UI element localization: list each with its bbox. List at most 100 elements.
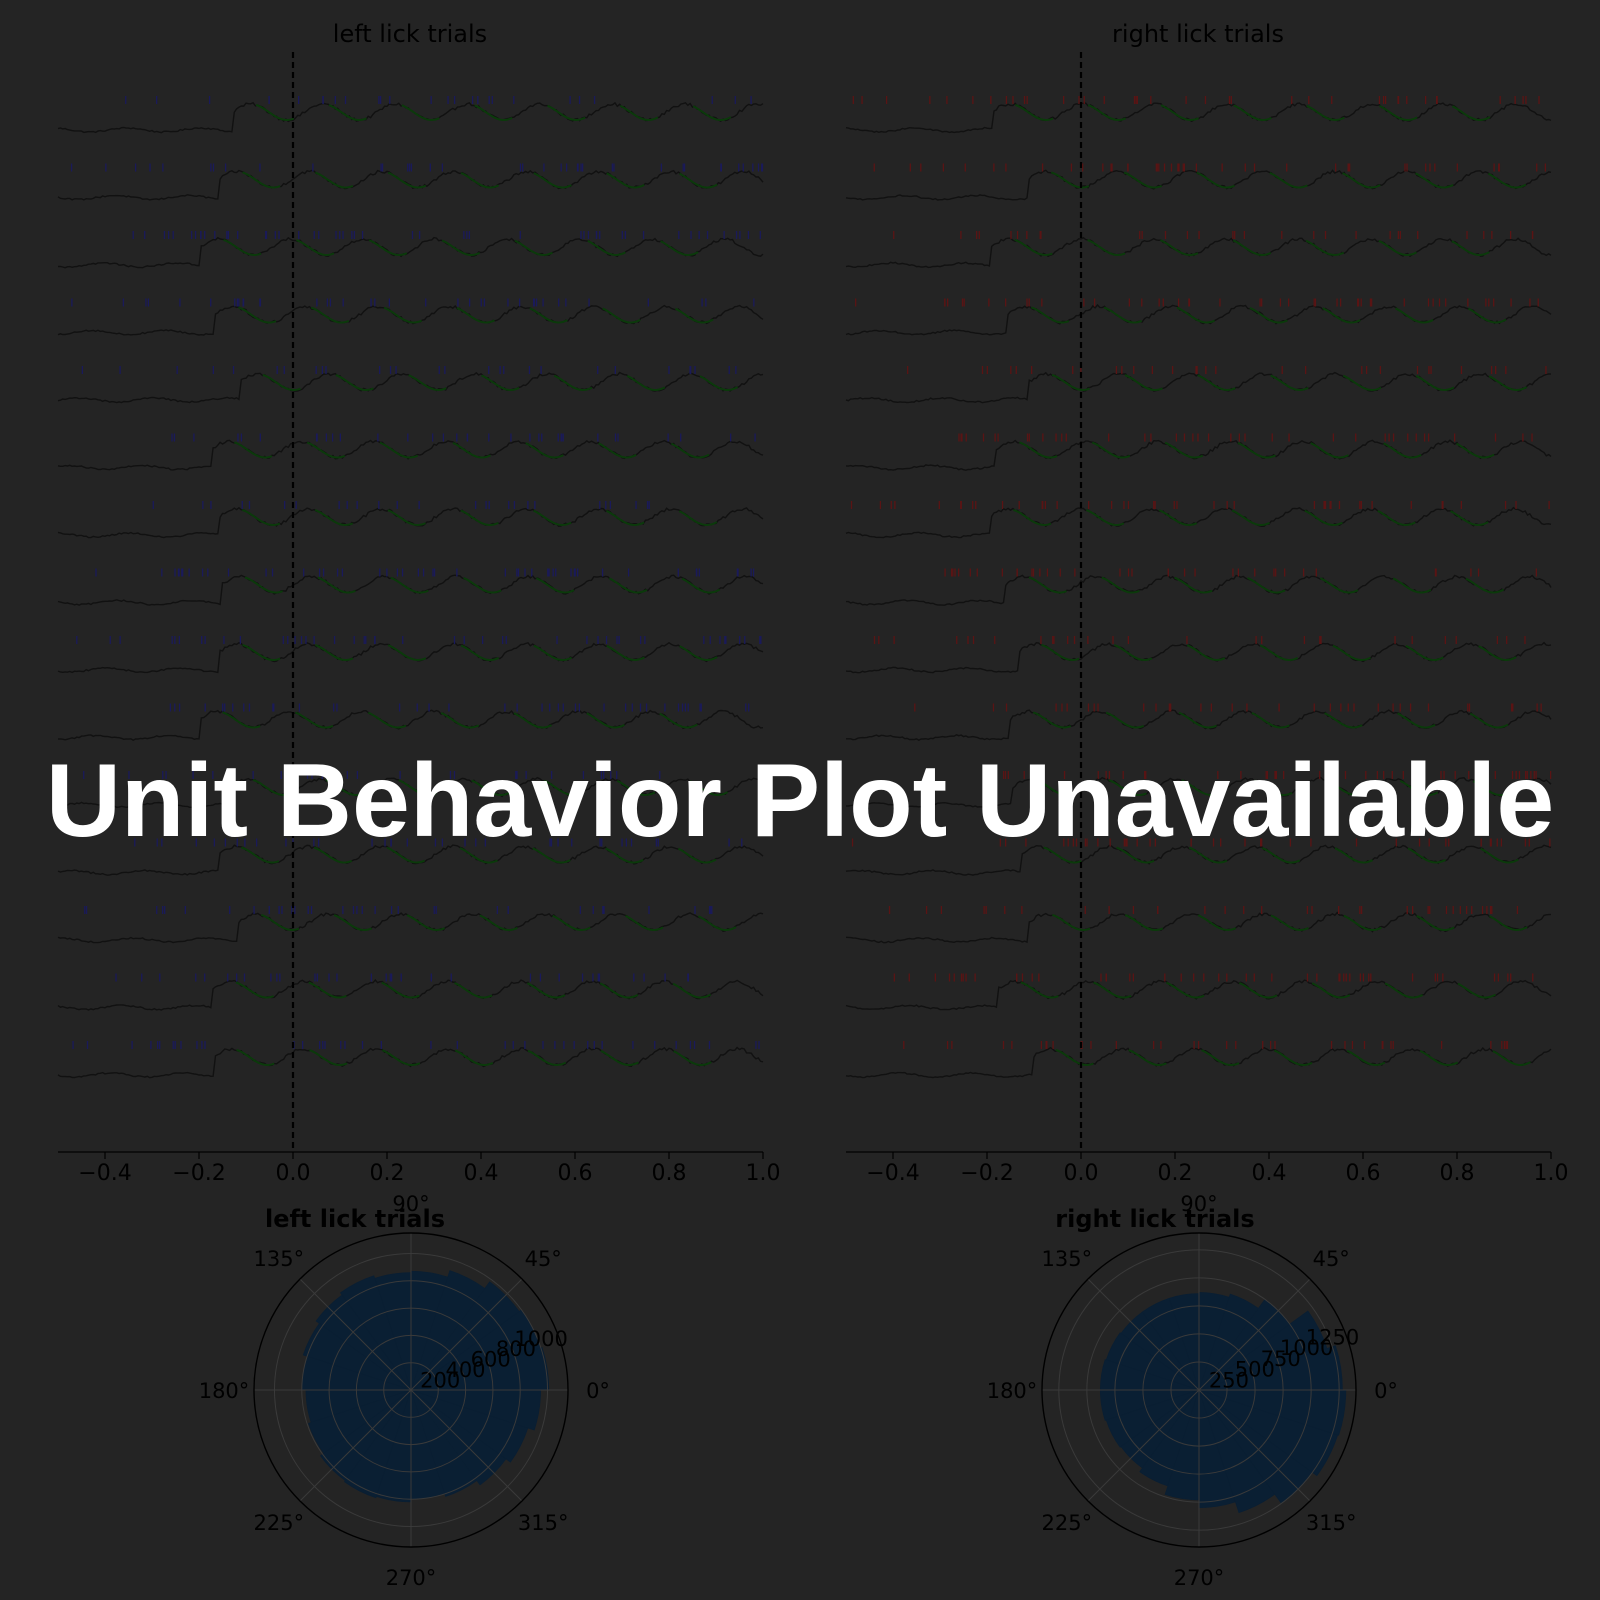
left-lick-segments — [240, 846, 717, 864]
right-lick-segment — [1456, 442, 1495, 459]
left-lick-segment — [679, 645, 718, 661]
left-polar-bar — [410, 1270, 486, 1391]
left-lick-segment — [223, 238, 262, 256]
left-lick-segment — [599, 982, 639, 999]
right-trial-trace — [845, 371, 1552, 404]
left-lick-segment — [527, 1049, 566, 1067]
left-lick-segment — [387, 644, 427, 662]
left-lick-segment — [459, 847, 498, 864]
right-lick-segment — [1231, 509, 1270, 526]
unavailable-message: Unit Behavior Plot Unavailable — [45, 743, 1555, 859]
right-lick-segment — [1178, 711, 1217, 729]
right-lick-segment — [1105, 711, 1145, 729]
left-lick-segment — [529, 307, 568, 324]
right-spike-raster — [873, 636, 1526, 644]
right-lick-segment — [1052, 913, 1091, 931]
left-lick-segment — [605, 847, 644, 864]
right-lick-segment — [1174, 576, 1213, 594]
left-lick-segment — [260, 913, 300, 931]
left-x-tick-label: 0.0 — [276, 1161, 311, 1186]
left-lick-segment — [401, 104, 440, 122]
right-lick-segment — [1108, 779, 1147, 797]
left-lick-segments — [262, 373, 739, 392]
left-angle-grid — [410, 1278, 523, 1391]
left-lick-segment — [692, 105, 732, 121]
left-lick-segment — [379, 441, 418, 459]
right-lick-segment — [1035, 778, 1074, 796]
left-spike-raster — [84, 906, 713, 914]
right-lick-segment — [1251, 712, 1290, 729]
right-lick-segment — [1261, 847, 1301, 864]
left-spike-raster — [76, 636, 762, 644]
left-angle-label: 180° — [199, 1379, 250, 1403]
left-lick-segment — [479, 914, 518, 931]
right-lick-segment — [1196, 171, 1235, 189]
left-lick-segment — [460, 172, 500, 189]
right-lick-segment — [1465, 577, 1505, 594]
left-lick-segment — [513, 712, 552, 729]
right-lick-segment — [1020, 981, 1059, 999]
left-x-tick-label: 1.0 — [746, 1161, 781, 1186]
left-lick-segment — [533, 644, 572, 662]
left-lick-segment — [295, 711, 334, 729]
right-lick-segment — [1492, 1050, 1531, 1066]
right-lick-segment — [1324, 712, 1363, 729]
left-lick-segment — [240, 846, 280, 864]
right-lick-segment — [1304, 509, 1343, 527]
right-trial-trace — [845, 979, 1552, 1011]
right-angle-label: 135° — [1042, 1247, 1093, 1271]
left-lick-segment — [677, 847, 717, 864]
left-lick-segment — [670, 442, 710, 459]
right-lick-segment — [1158, 509, 1198, 527]
left-polar-bar — [343, 1389, 412, 1499]
right-lick-segment — [1383, 442, 1422, 459]
right-radial-tick-label: 250 — [1209, 1368, 1249, 1392]
right-lick-segment — [1326, 779, 1366, 797]
left-lick-segment — [242, 171, 281, 189]
right-lick-segment — [1451, 105, 1491, 121]
left-lick-segment — [463, 577, 502, 594]
left-lick-segment — [532, 847, 571, 864]
left-lick-segment — [606, 510, 645, 527]
left-trial-trace — [57, 439, 764, 471]
right-lick-segment — [1051, 373, 1090, 391]
right-lick-segment — [1014, 238, 1053, 256]
left-lick-segment — [310, 306, 350, 324]
right-angle-label: 90° — [1180, 1192, 1217, 1216]
left-angle-grid — [299, 1278, 412, 1391]
right-lick-segments — [1041, 643, 1517, 662]
right-x-tick-label: 1.0 — [1534, 1161, 1569, 1186]
left-lick-segment — [608, 577, 648, 594]
left-trial-trace — [57, 709, 764, 742]
left-lick-segment — [313, 846, 353, 864]
right-lick-segment — [1014, 103, 1054, 121]
right-lick-segment — [1114, 644, 1153, 662]
right-trial-trace — [845, 641, 1552, 674]
left-lick-segment — [471, 779, 510, 796]
right-lick-segment — [1469, 712, 1509, 729]
right-lick-segments — [1032, 711, 1509, 729]
left-lick-segment — [335, 374, 374, 392]
right-lick-segment — [1450, 510, 1489, 526]
right-lick-segment — [1188, 846, 1228, 864]
left-lick-segment — [314, 171, 354, 189]
right-lick-segment — [1416, 914, 1455, 932]
right-radial-tick-label: 1000 — [1280, 1336, 1333, 1360]
left-x-tick-label: −0.2 — [172, 1161, 225, 1186]
right-lick-segment — [1269, 172, 1308, 189]
right-lick-segment — [1043, 846, 1082, 864]
left-lick-segment — [553, 374, 593, 392]
left-spike-raster — [71, 298, 755, 307]
left-lick-segments — [260, 913, 737, 932]
right-lick-segment — [1164, 441, 1204, 459]
right-lick-segment — [1310, 442, 1349, 459]
left-lick-segment — [697, 915, 737, 931]
right-lick-segment — [1488, 375, 1528, 391]
right-lick-segment — [1019, 441, 1058, 459]
right-lick-segment — [1160, 239, 1199, 257]
left-lick-segment — [533, 172, 572, 189]
left-lick-segment — [383, 306, 423, 324]
left-spike-raster — [171, 433, 756, 442]
left-trial-trace — [57, 304, 764, 336]
right-spike-raster — [926, 771, 1552, 779]
